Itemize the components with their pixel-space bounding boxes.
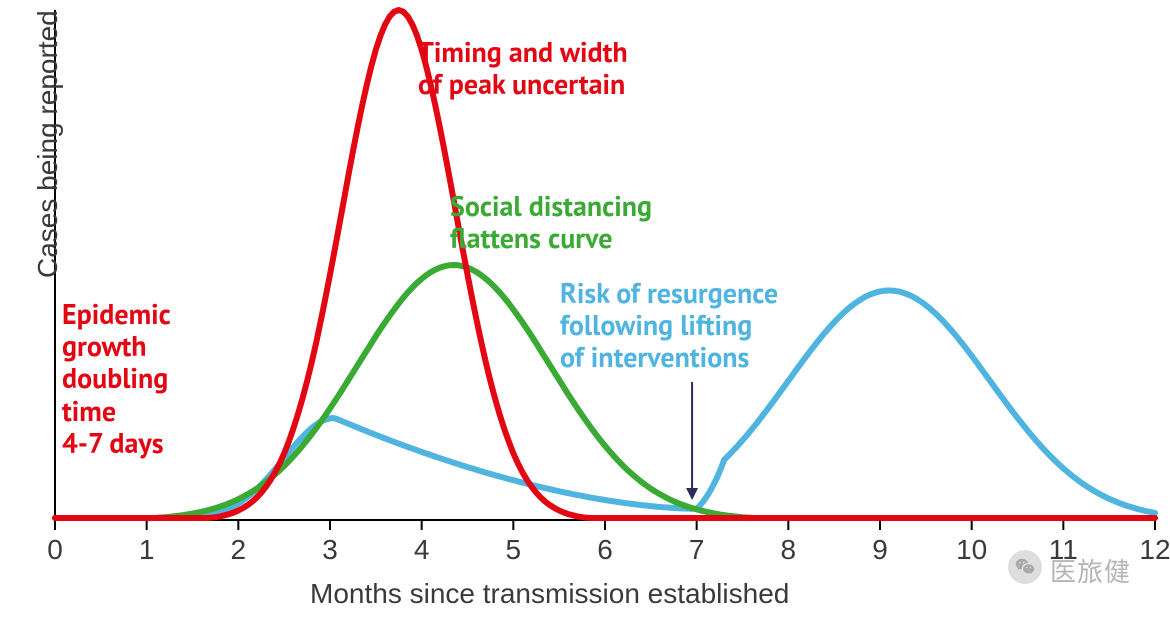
watermark-text: 医旅健 xyxy=(1050,552,1131,589)
annotation-resurgence: Risk of resurgence following lifting of … xyxy=(560,277,778,374)
x-tick-4: 4 xyxy=(414,534,430,566)
x-tick-10: 10 xyxy=(956,534,987,566)
x-axis-label: Months since transmission established xyxy=(310,578,789,610)
annotation-social-distancing: Social distancing flattens curve xyxy=(450,190,652,254)
chart-stage: Cases being reported Months since transm… xyxy=(0,0,1170,624)
annotation-epidemic-doubling: Epidemic growth doubling time 4-7 days xyxy=(62,298,171,459)
wechat-icon xyxy=(1008,550,1042,584)
x-tick-2: 2 xyxy=(231,534,247,566)
x-tick-0: 0 xyxy=(47,534,63,566)
x-tick-12: 12 xyxy=(1139,534,1170,566)
annotation-timing-width: Timing and width of peak uncertain xyxy=(418,36,628,100)
x-tick-1: 1 xyxy=(139,534,155,566)
x-tick-8: 8 xyxy=(781,534,797,566)
x-tick-3: 3 xyxy=(322,534,338,566)
x-tick-7: 7 xyxy=(689,534,705,566)
x-tick-9: 9 xyxy=(872,534,888,566)
x-tick-6: 6 xyxy=(597,534,613,566)
x-tick-5: 5 xyxy=(506,534,522,566)
y-axis-label: Cases being reported xyxy=(32,10,64,278)
